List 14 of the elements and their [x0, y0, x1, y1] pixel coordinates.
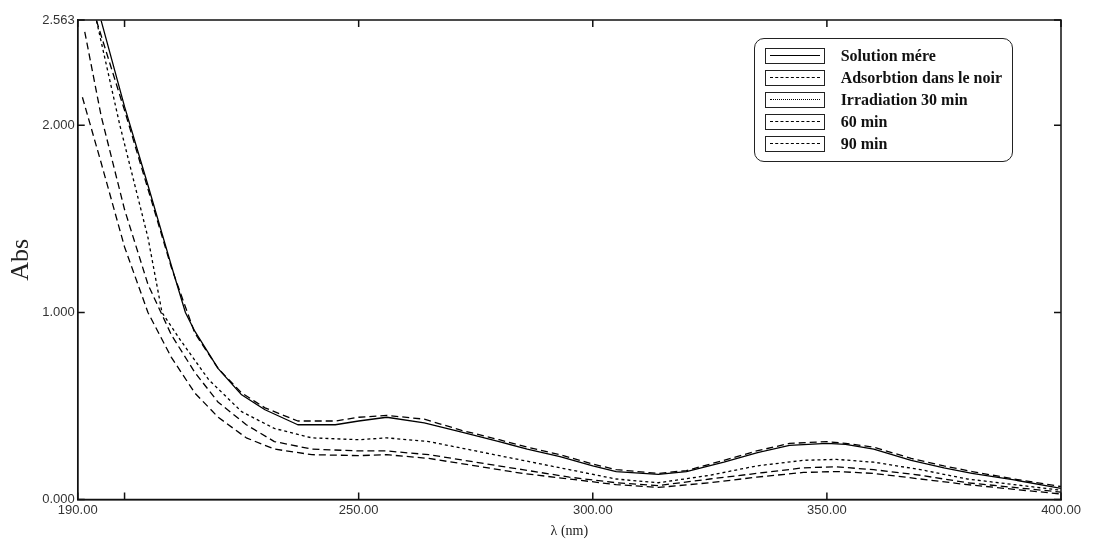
- legend-label: 60 min: [840, 113, 888, 131]
- legend-label: Adsorbtion dans le noir: [840, 69, 1002, 87]
- x-tick-label: 350.00: [807, 501, 847, 517]
- x-tick-label: 400.00: [1041, 501, 1081, 517]
- x-axis-title: λ (nm): [550, 523, 589, 540]
- x-tick-label: 300.00: [572, 501, 613, 517]
- legend-label: 90 min: [840, 135, 888, 153]
- x-tick-label: 250.00: [338, 501, 379, 517]
- y-axis-title: Abs: [5, 238, 35, 281]
- y-tick-label: 2.563: [42, 11, 75, 27]
- y-tick-label: 2.000: [42, 116, 75, 132]
- y-tick-label: 1.000: [42, 304, 75, 320]
- legend-label: Irradiation 30 min: [840, 91, 968, 109]
- legend-label: Solution mére: [840, 47, 936, 65]
